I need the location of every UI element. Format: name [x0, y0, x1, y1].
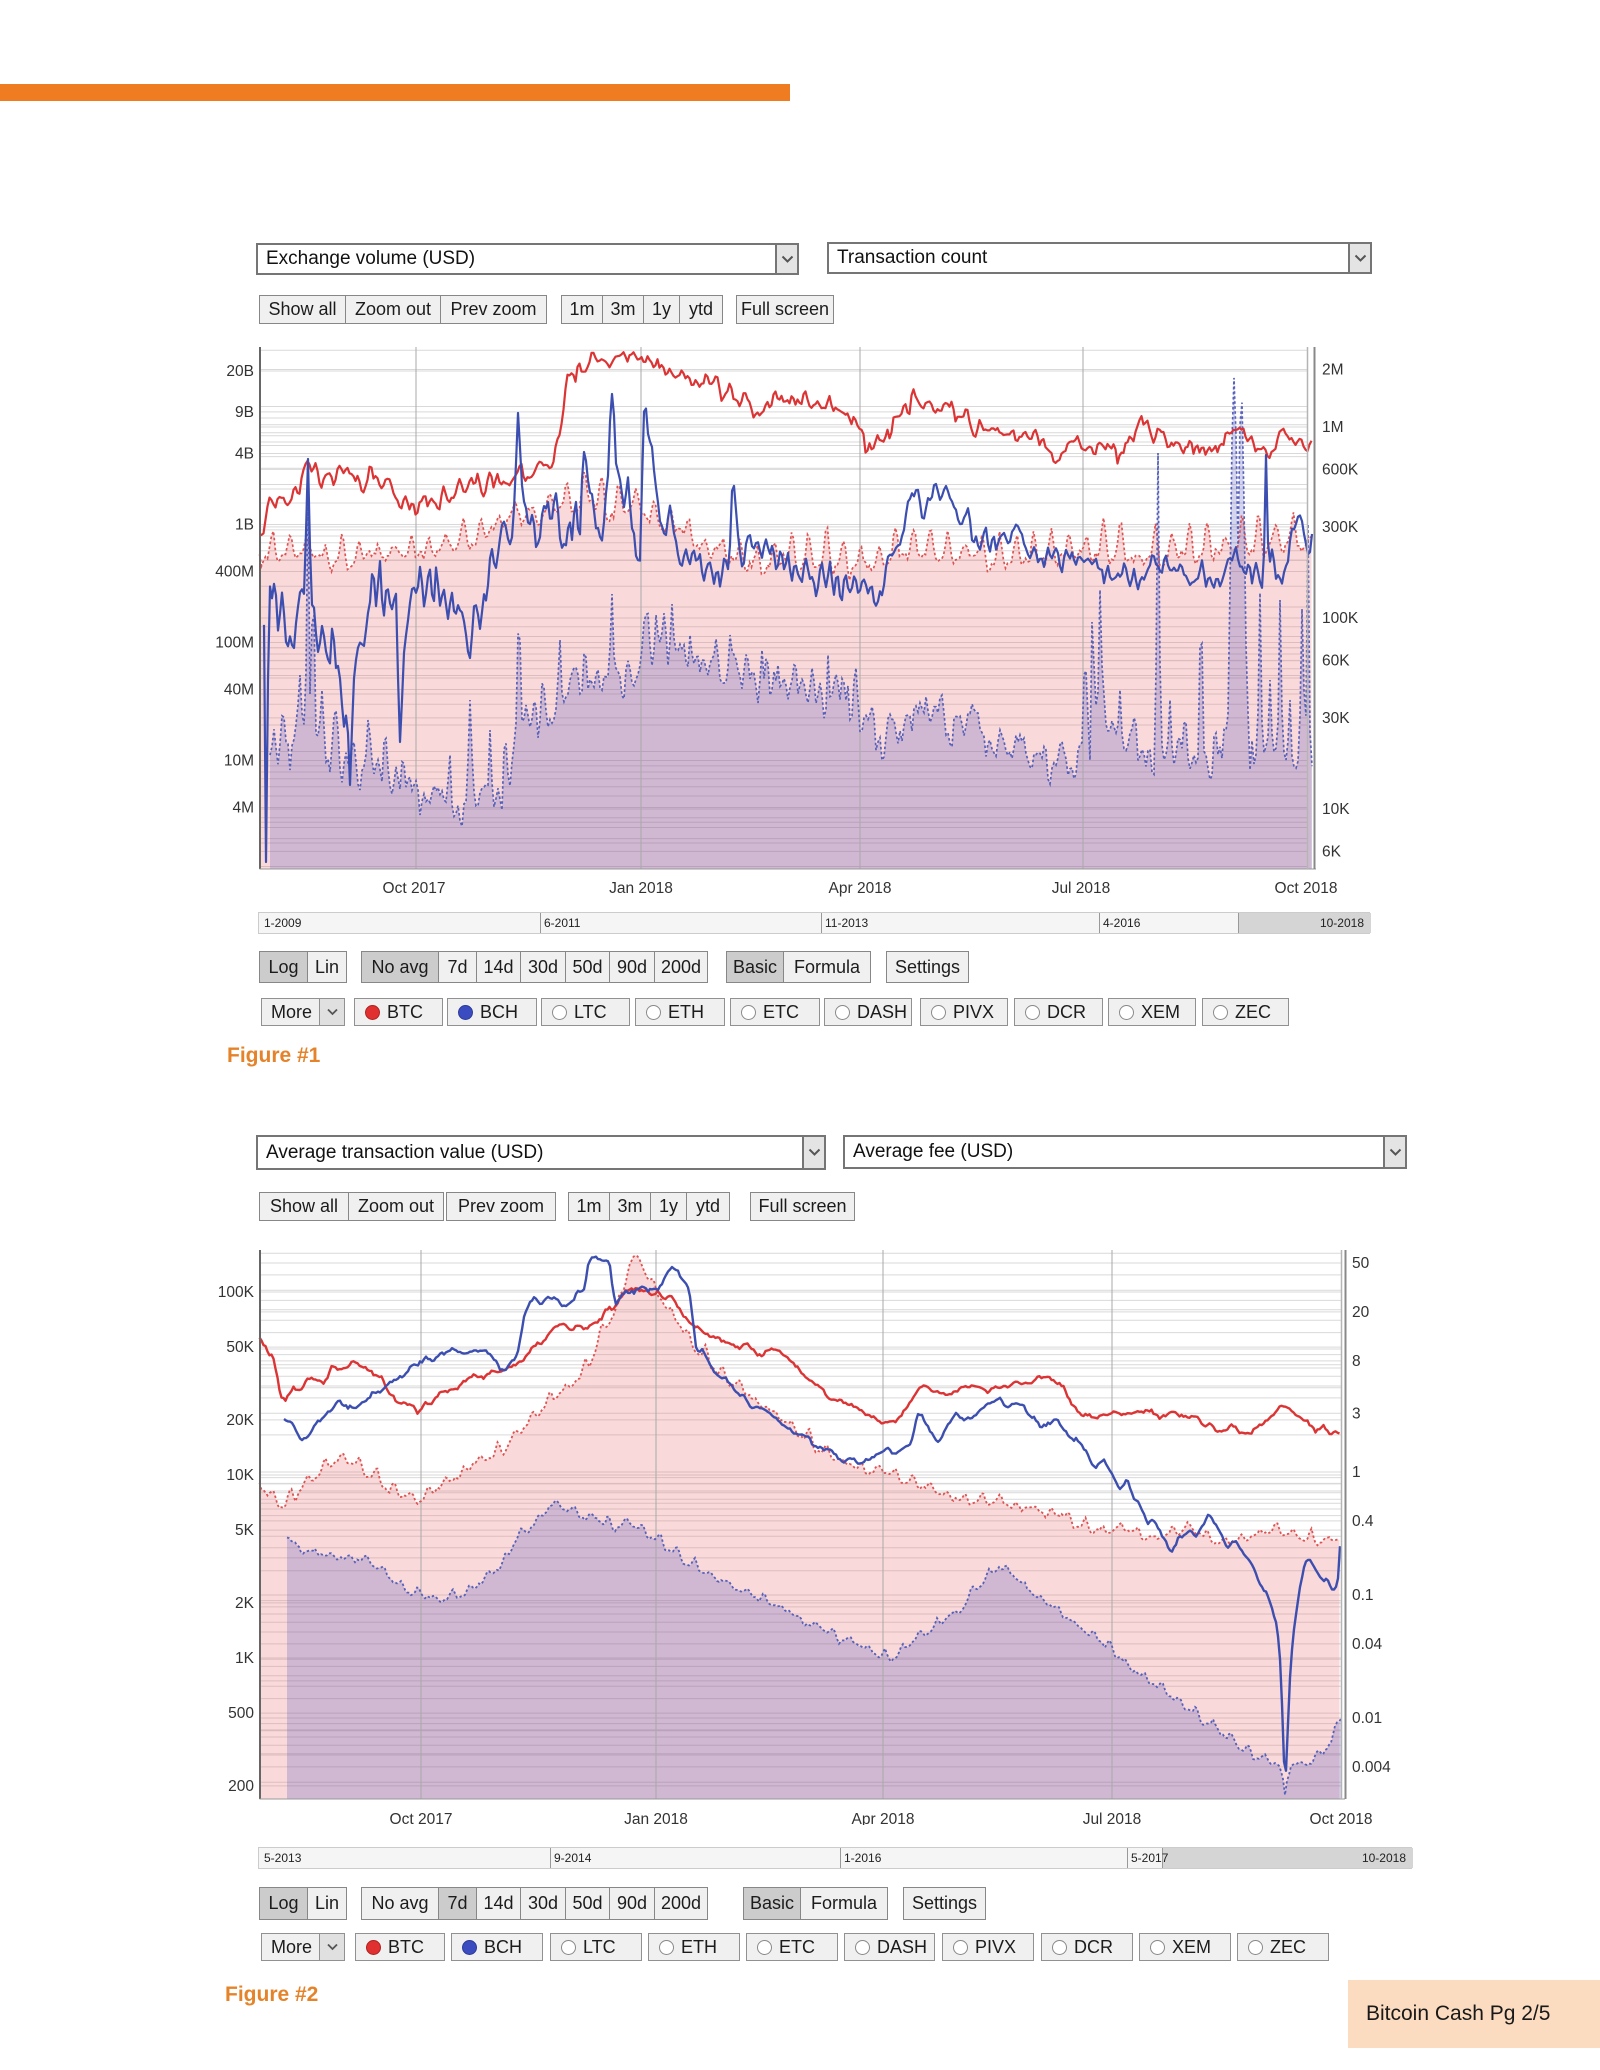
svg-text:1K: 1K: [235, 1650, 255, 1667]
svg-text:20K: 20K: [226, 1412, 254, 1429]
svg-text:20: 20: [1352, 1304, 1370, 1321]
svg-text:Oct 2018: Oct 2018: [1275, 880, 1338, 897]
svg-text:Apr 2018: Apr 2018: [852, 1811, 915, 1825]
svg-text:0.01: 0.01: [1352, 1710, 1382, 1727]
svg-text:Jul 2018: Jul 2018: [1052, 880, 1111, 897]
svg-text:40M: 40M: [224, 682, 254, 699]
svg-text:9B: 9B: [235, 404, 254, 421]
svg-text:Jan 2018: Jan 2018: [624, 1811, 688, 1825]
svg-text:8: 8: [1352, 1353, 1361, 1370]
svg-text:10K: 10K: [1322, 801, 1350, 818]
svg-text:2M: 2M: [1322, 362, 1344, 379]
svg-text:0.1: 0.1: [1352, 1587, 1374, 1604]
svg-text:300K: 300K: [1322, 519, 1359, 536]
svg-text:0.4: 0.4: [1352, 1513, 1374, 1530]
svg-text:5K: 5K: [235, 1522, 255, 1539]
svg-text:100K: 100K: [218, 1284, 255, 1301]
svg-text:10K: 10K: [226, 1467, 254, 1484]
svg-text:60K: 60K: [1322, 652, 1350, 669]
svg-text:0.04: 0.04: [1352, 1636, 1383, 1653]
svg-text:100M: 100M: [215, 635, 254, 652]
svg-text:50: 50: [1352, 1255, 1370, 1272]
svg-text:4M: 4M: [232, 800, 254, 817]
svg-text:Oct 2017: Oct 2017: [383, 880, 446, 897]
svg-text:10M: 10M: [224, 753, 254, 770]
svg-text:Apr 2018: Apr 2018: [829, 880, 892, 897]
svg-text:20B: 20B: [226, 363, 254, 380]
svg-text:4B: 4B: [235, 446, 254, 463]
svg-text:1M: 1M: [1322, 419, 1344, 436]
svg-text:50K: 50K: [226, 1339, 254, 1356]
svg-text:200: 200: [228, 1778, 254, 1795]
svg-text:500: 500: [228, 1705, 254, 1722]
svg-text:6K: 6K: [1322, 843, 1342, 860]
svg-text:3: 3: [1352, 1405, 1361, 1422]
svg-text:Jan 2018: Jan 2018: [609, 880, 673, 897]
svg-text:2K: 2K: [235, 1595, 255, 1612]
svg-text:1: 1: [1352, 1464, 1361, 1481]
svg-text:1B: 1B: [235, 517, 254, 534]
svg-text:600K: 600K: [1322, 461, 1359, 478]
svg-text:Jul 2018: Jul 2018: [1083, 1811, 1142, 1825]
svg-text:0.004: 0.004: [1352, 1759, 1391, 1776]
svg-text:100K: 100K: [1322, 610, 1359, 627]
svg-text:400M: 400M: [215, 564, 254, 581]
svg-text:Oct 2017: Oct 2017: [390, 1811, 453, 1825]
svg-text:30K: 30K: [1322, 710, 1350, 727]
svg-text:Oct 2018: Oct 2018: [1310, 1811, 1373, 1825]
